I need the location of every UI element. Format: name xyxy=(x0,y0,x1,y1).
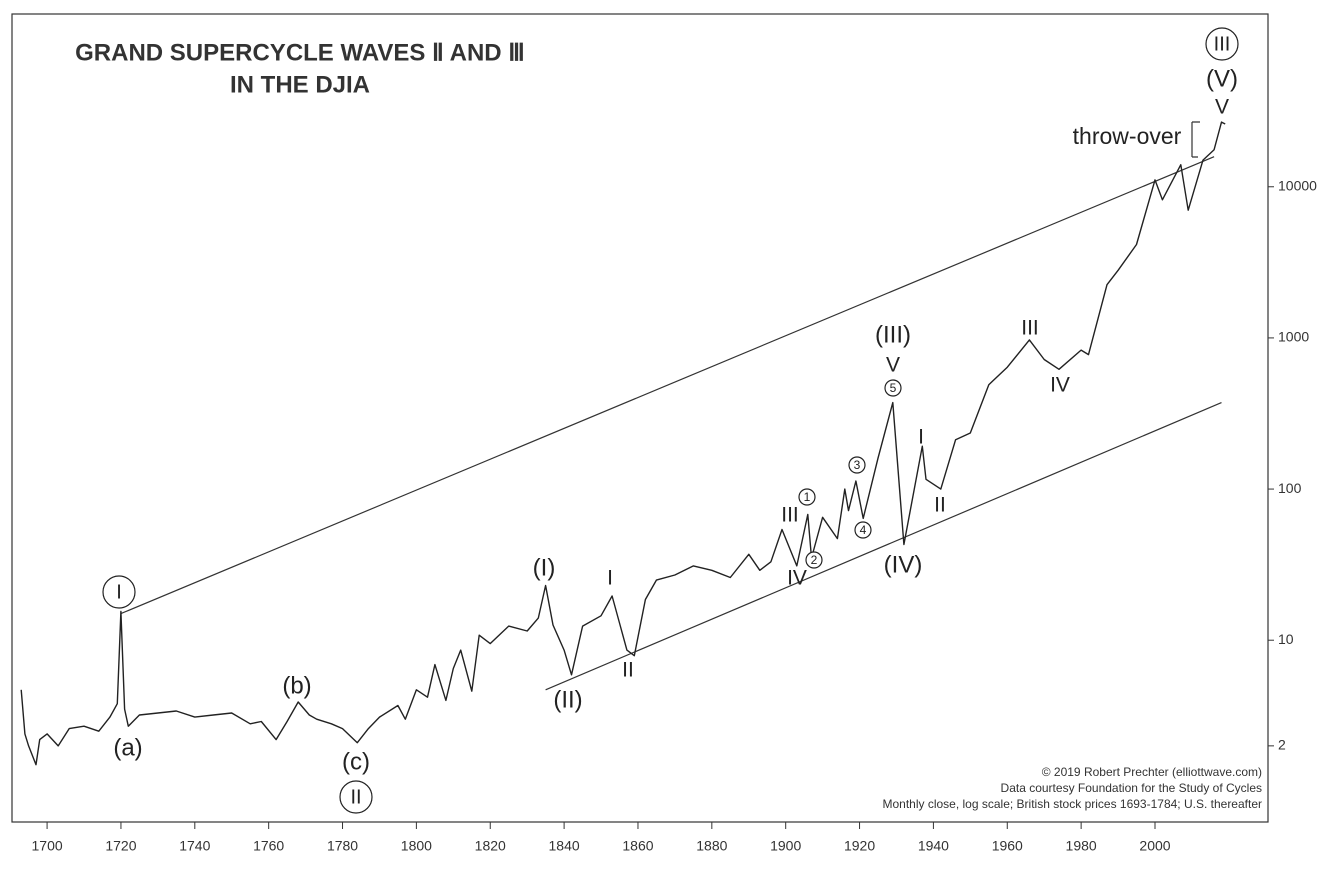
note: Data courtesy Foundation for the Study o… xyxy=(1001,781,1262,795)
wave-label: IV xyxy=(787,567,807,590)
plot-frame xyxy=(11,13,1269,823)
x-tick-label: 1840 xyxy=(549,838,580,854)
x-tick-label: 1920 xyxy=(844,838,875,854)
wave-label: II xyxy=(350,786,361,808)
wave-label: (III) xyxy=(875,321,911,348)
wave-label: I xyxy=(116,581,122,603)
annotation-circle xyxy=(102,575,136,609)
wave-label: (IV) xyxy=(884,551,923,578)
wave-label: V xyxy=(886,354,900,377)
wave-label: IV xyxy=(1050,374,1070,397)
wave-label: (II) xyxy=(553,686,582,713)
wave-label: (b) xyxy=(282,672,311,699)
x-tick-label: 1800 xyxy=(401,838,432,854)
wave-label: 4 xyxy=(860,523,867,537)
x-tick-label: 1740 xyxy=(179,838,210,854)
wave-label: 5 xyxy=(890,381,897,395)
wave-label: III xyxy=(1021,317,1039,340)
chart-subtitle: IN THE DJIA xyxy=(230,71,370,98)
y-tick-label: 100 xyxy=(1278,480,1302,496)
annotation-circle xyxy=(848,456,866,474)
x-tick-label: 1880 xyxy=(696,838,727,854)
annotation-circle xyxy=(854,521,872,539)
annotation-circle xyxy=(798,488,816,506)
x-tick-label: 1720 xyxy=(105,838,136,854)
y-tick-label: 2 xyxy=(1278,737,1286,753)
channel-line xyxy=(120,156,1215,615)
wave-label: 1 xyxy=(804,490,811,504)
x-tick-label: 1960 xyxy=(992,838,1023,854)
x-tick-label: 1860 xyxy=(622,838,653,854)
x-tick-label: 1820 xyxy=(475,838,506,854)
wave-label: I xyxy=(918,426,924,449)
wave-label: III xyxy=(781,504,799,527)
y-tick-label: 10000 xyxy=(1278,177,1317,193)
annotation-circle xyxy=(1205,27,1239,61)
x-tick-label: 1980 xyxy=(1066,838,1097,854)
chart-title: GRAND SUPERCYCLE WAVES Ⅱ AND Ⅲ xyxy=(75,39,525,66)
wave-label: (V) xyxy=(1206,65,1238,92)
wave-label: II xyxy=(622,659,634,682)
price-line xyxy=(20,121,1226,766)
y-tick-label: 10 xyxy=(1278,631,1294,647)
x-tick-label: 1900 xyxy=(770,838,801,854)
wave-label: 2 xyxy=(811,553,818,567)
wave-label: (c) xyxy=(342,748,370,775)
wave-label: II xyxy=(934,494,946,517)
x-tick-label: 1940 xyxy=(918,838,949,854)
wave-label: V xyxy=(1215,96,1229,119)
x-tick-label: 1700 xyxy=(32,838,63,854)
annotation-circle xyxy=(805,551,823,569)
wave-label: I xyxy=(607,567,613,590)
annotation-circle xyxy=(884,379,902,397)
x-tick-label: 1780 xyxy=(327,838,358,854)
throw-over-bracket xyxy=(1191,121,1200,158)
note: © 2019 Robert Prechter (elliottwave.com) xyxy=(1042,765,1262,779)
channel-line xyxy=(545,402,1222,691)
wave-label: (I) xyxy=(533,554,556,581)
wave-label: III xyxy=(1214,33,1231,55)
wave-label: (a) xyxy=(113,734,142,761)
wave-label: throw-over xyxy=(1073,123,1182,149)
annotation-circle xyxy=(339,780,373,814)
x-tick-label: 2000 xyxy=(1139,838,1170,854)
y-tick-label: 1000 xyxy=(1278,329,1309,345)
note: Monthly close, log scale; British stock … xyxy=(882,797,1262,811)
wave-label: 3 xyxy=(854,458,861,472)
x-tick-label: 1760 xyxy=(253,838,284,854)
